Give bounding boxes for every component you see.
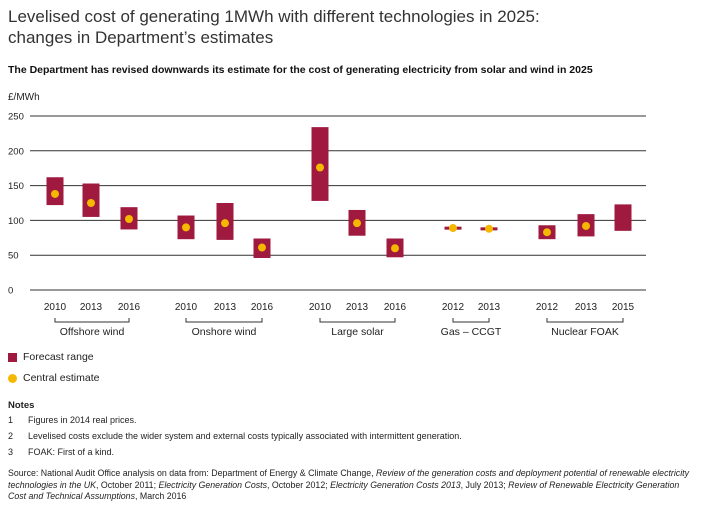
x-tick-label: 2016 [251,302,274,313]
central-estimate-dot [449,224,457,233]
y-tick-label: 200 [8,146,24,157]
source-title: Review of Renewable Electricity Generati… [8,479,680,502]
central-estimate-dot [182,223,190,232]
central-estimate-dot [485,224,493,233]
y-tick-label: 250 [8,112,24,123]
notes-title: Notes [8,400,35,411]
central-estimate-dot [87,199,95,207]
x-tick-label: 2013 [478,302,501,313]
x-tick-label: 2015 [612,302,635,313]
group-bracket [319,318,396,323]
note-number: 3 [8,447,14,457]
y-tick-label: 0 [8,286,13,297]
group-bracket [185,318,263,323]
note-item: 3 FOAK: First of a kind. [8,447,114,457]
note-number: 1 [8,415,14,425]
note-text: FOAK: First of a kind. [28,447,115,457]
x-tick-label: 2012 [536,302,559,313]
central-estimate-dot [582,221,590,230]
range-bar [614,204,632,231]
group-label: Large solar [331,326,384,338]
source-text: , October 2012; [267,479,331,490]
chart-title: Levelised cost of generating 1MWh with d… [8,6,698,48]
x-tick-label: 2010 [309,302,332,313]
source-text: , October 2011; [96,479,159,490]
note-text: Levelised costs exclude the wider system… [28,431,462,441]
legend-central-label: Central estimate [23,372,100,384]
legend-range-swatch [8,352,17,362]
source-title: Electricity Generation Costs [158,479,268,490]
x-tick-label: 2012 [442,302,465,313]
note-item: 2 Levelised costs exclude the wider syst… [8,431,462,441]
central-estimate-dot [353,219,361,228]
x-tick-label: 2013 [80,302,103,313]
note-text: Figures in 2014 real prices. [28,415,137,425]
x-tick-label: 2010 [44,302,67,313]
group-bracket [546,318,624,323]
source-title: Electricity Generation Costs 2013 [330,479,461,490]
source-text: , March 2016 [134,491,187,501]
legend-central-estimate: Central estimate [8,372,99,384]
group-label: Nuclear FOAK [551,326,619,338]
x-tick-label: 2013 [214,302,237,313]
source-text: Source: National Audit Office analysis o… [8,468,377,478]
source-text: , July 2013; [460,479,509,490]
legend-forecast-range: Forecast range [8,351,94,363]
source-title: Review of the generation costs and deplo… [8,468,689,490]
note-item: 1 Figures in 2014 real prices. [8,415,137,425]
central-estimate-dot [51,189,59,198]
central-estimate-dot [221,219,229,228]
note-number: 2 [8,431,14,441]
chart-subtitle: The Department has revised downwards its… [8,64,593,76]
source-note: Source: National Audit Office analysis o… [8,468,698,503]
x-tick-label: 2010 [175,302,198,313]
central-estimate-dot [316,163,324,172]
central-estimate-dot [125,215,133,224]
legend-central-dot [8,373,17,383]
range-chart: £/MWh 0 50 100 150 200 250 2010 2013 2016 Offshore… [8,92,646,338]
group-bracket [452,318,490,323]
central-estimate-dot [543,228,551,237]
group-bracket [54,318,130,323]
group-label: Onshore wind [192,326,257,338]
x-tick-label: 2016 [384,302,407,313]
group-label: Gas – CCGT [441,326,502,338]
x-tick-label: 2016 [118,302,141,313]
x-tick-label: 2013 [346,302,369,313]
central-estimate-dot [391,244,399,253]
x-tick-label: 2013 [575,302,598,313]
y-tick-label: 150 [8,181,24,192]
chart-title-line1: Levelised cost of generating 1MWh with d… [8,7,540,26]
legend-range-label: Forecast range [23,351,94,363]
y-axis-label: £/MWh [8,92,40,103]
central-estimate-dot [258,243,266,252]
y-tick-label: 100 [8,216,24,227]
y-tick-label: 50 [8,251,19,262]
chart-title-line2: changes in Department’s estimates [8,28,274,47]
group-label: Offshore wind [60,326,125,338]
